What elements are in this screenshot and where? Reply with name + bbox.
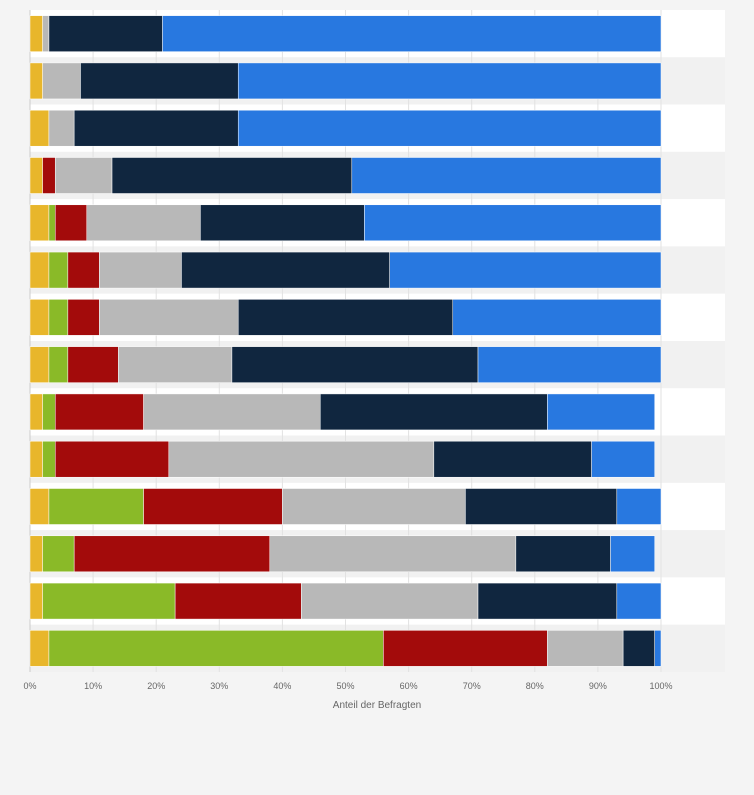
bar-segment [237, 299, 454, 336]
x-tick-label: 100% [649, 681, 672, 691]
bar-segment [181, 251, 390, 289]
bar-segment [73, 535, 271, 573]
bar-segment [29, 630, 50, 667]
bar-segment [42, 157, 56, 194]
bar-segment [73, 109, 239, 147]
bar-segment [465, 488, 618, 525]
bar-segment [515, 535, 611, 573]
x-tick-label: 40% [273, 681, 291, 691]
bar-segment [29, 15, 43, 52]
x-tick-label: 10% [84, 681, 102, 691]
bar-segment [301, 582, 479, 620]
bar-segment [143, 488, 283, 525]
bar-segment [42, 15, 50, 52]
bar-segment [389, 251, 662, 289]
bar-segment [42, 582, 176, 620]
x-tick-label: 90% [589, 681, 607, 691]
bar-segment [99, 299, 239, 336]
bar-segment [29, 109, 50, 147]
bar-segment [452, 299, 662, 336]
x-tick-label: 80% [526, 681, 544, 691]
x-tick-label: 20% [147, 681, 165, 691]
bar-segment [42, 440, 56, 478]
bar-segment [591, 440, 655, 478]
bar-segment [168, 440, 435, 478]
bar-segment [54, 157, 113, 194]
bar-segment [42, 62, 81, 100]
bar-segment [237, 62, 662, 100]
bar-segment [111, 157, 353, 194]
bar-segment [237, 109, 662, 147]
bar-segment [48, 204, 56, 242]
bar-segment [143, 393, 321, 431]
bar-segment [80, 62, 239, 100]
bar-segment [320, 393, 548, 431]
bar-segment [610, 535, 655, 573]
bar-segment [29, 204, 50, 242]
bar-segment [48, 299, 69, 336]
bar-segment [29, 488, 50, 525]
bar-segment [547, 630, 624, 667]
bar-segment [29, 535, 43, 573]
bar-segment [48, 109, 75, 147]
bar-segment [477, 582, 618, 620]
bar-segment [616, 488, 662, 525]
bar-segment [48, 346, 69, 383]
bar-segment [433, 440, 592, 478]
bar-segment [200, 204, 365, 242]
x-tick-label: 70% [463, 681, 481, 691]
x-tick-label: 0% [23, 681, 36, 691]
bar-segment [48, 15, 163, 52]
bar-segment [54, 440, 170, 478]
bar-segment [67, 299, 100, 336]
bar-segment [48, 488, 144, 525]
bar-segment [42, 535, 75, 573]
x-axis-title: Anteil der Befragten [333, 700, 421, 711]
bar-segment [67, 251, 100, 289]
bar-segment [282, 488, 466, 525]
bar-segment [654, 630, 662, 667]
bar-segment [29, 299, 50, 336]
bar-segment [622, 630, 655, 667]
bar-segment [29, 251, 50, 289]
bar-segment [29, 62, 43, 100]
bar-segment [29, 440, 43, 478]
bar-segment [477, 346, 662, 383]
bar-segment [86, 204, 201, 242]
bar-segment [29, 346, 50, 383]
x-tick-label: 50% [336, 681, 354, 691]
bar-segment [616, 582, 662, 620]
bar-segment [231, 346, 479, 383]
bar-segment [99, 251, 182, 289]
bar-segment [547, 393, 655, 431]
bar-segment [351, 157, 662, 194]
bar-segment [42, 393, 56, 431]
bar-segment [269, 535, 517, 573]
bar-segment [54, 204, 88, 242]
bar-segment [364, 204, 662, 242]
bar-segment [118, 346, 233, 383]
bar-segment [54, 393, 144, 431]
bar-segment [67, 346, 119, 383]
bar-segment [174, 582, 302, 620]
bar-segment [29, 582, 43, 620]
x-tick-label: 60% [400, 681, 418, 691]
x-tick-label: 30% [210, 681, 228, 691]
bar-segment [48, 630, 384, 667]
bar-segment [383, 630, 548, 667]
bar-segment [29, 393, 43, 431]
bar-segment [29, 157, 43, 194]
bar-segment [162, 15, 662, 52]
bar-segment [48, 251, 69, 289]
